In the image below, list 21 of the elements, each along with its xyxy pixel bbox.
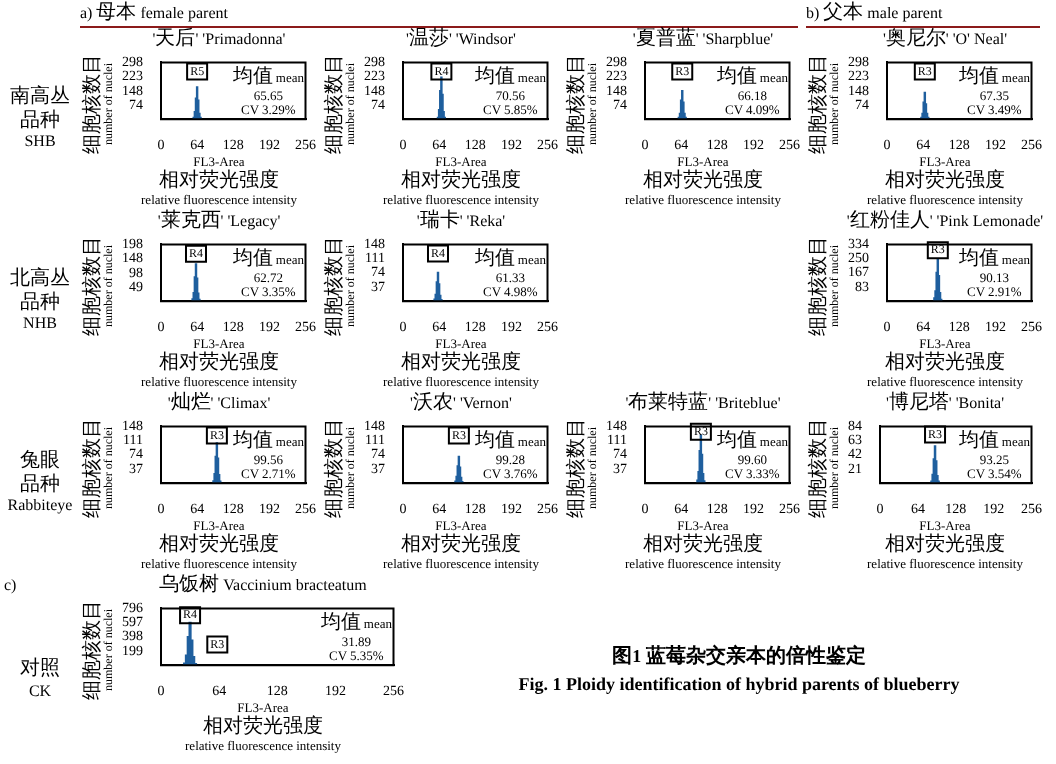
text: 南高丛品种 SHB [10, 86, 70, 151]
chart-title: '红粉佳人' 'Pink Lemonade' [846, 210, 1044, 233]
chart-title: '奥尼尔' 'O' Neal' [882, 28, 1008, 51]
text: Fig. 1 Ploidy identification of hybrid parents of blueberry [518, 673, 960, 694]
text: 对照 CK [20, 658, 60, 700]
chart-title: '莱克西' 'Legacy' [157, 210, 281, 233]
chart-title: '天后' 'Primadonna' [152, 28, 286, 51]
text: c) [4, 576, 17, 595]
chart-title: 乌饭树 Vaccinium bracteatum [159, 574, 367, 597]
text: b) 父本 male parent [806, 1, 943, 24]
text: 兔眼品种 Rabbiteye [7, 450, 73, 515]
chart-title: '夏普蓝' 'Sharpblue' [632, 28, 774, 51]
chart-title: '灿烂' 'Climax' [167, 392, 271, 415]
chart-title: '博尼塔' 'Bonita' [885, 392, 1005, 415]
text: 图1 蓝莓杂交亲本的倍性鉴定 [612, 646, 866, 669]
chart-title: '沃农' 'Vernon' [410, 392, 512, 415]
chart-title: '瑞卡' 'Reka' [416, 210, 506, 233]
text: 北高丛品种 NHB [10, 268, 70, 333]
text: a) 母本 female parent [80, 1, 228, 24]
chart-title: '布莱特蓝' 'Briteblue' [625, 392, 781, 415]
chart-title: '温莎' 'Windsor' [405, 28, 516, 51]
